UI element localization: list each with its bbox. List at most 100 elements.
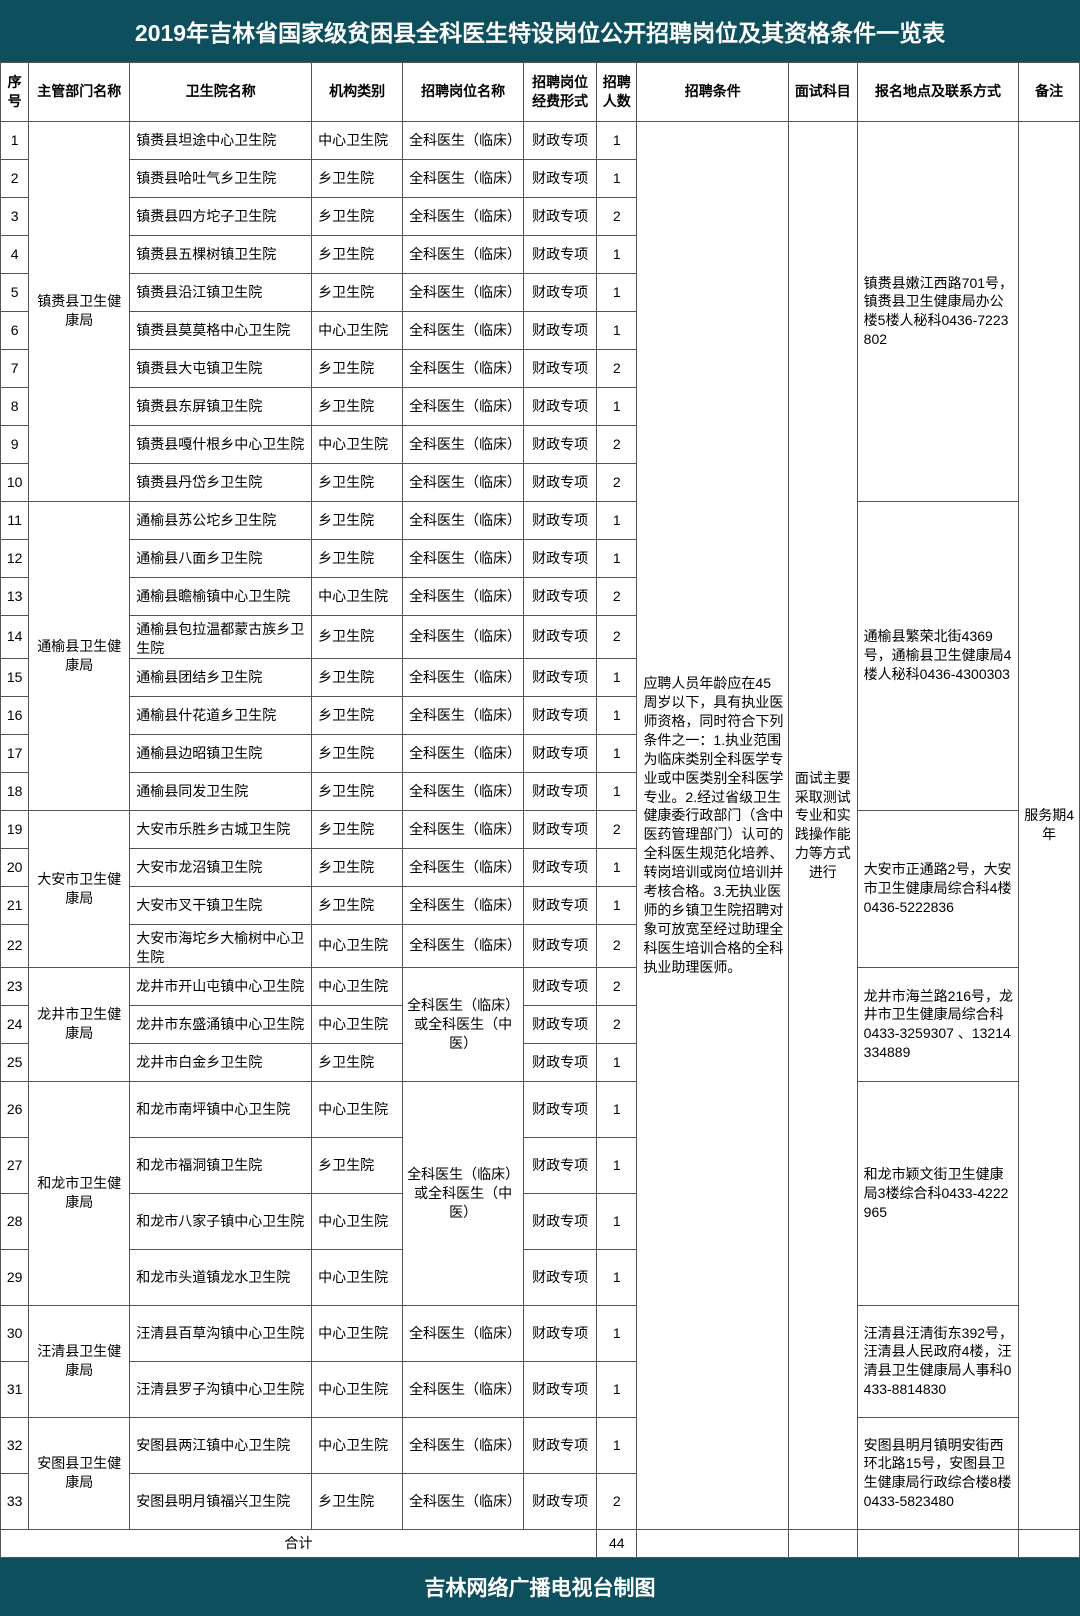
cell-condition: 应聘人员年龄应在45周岁以下，具有执业医师资格，同时符合下列条件之一：1.执业范…: [637, 121, 789, 1529]
cell-position: 全科医生（临床）: [403, 121, 524, 159]
cell-seq: 7: [1, 349, 29, 387]
cell-type: 乡卫生院: [312, 463, 403, 501]
cell-seq: 20: [1, 848, 29, 886]
cell-funding: 财政专项: [524, 349, 597, 387]
cell-seq: 28: [1, 1193, 29, 1249]
cell-hospital: 大安市叉干镇卫生院: [130, 886, 312, 924]
cell-funding: 财政专项: [524, 425, 597, 463]
cell-funding: 财政专项: [524, 1249, 597, 1305]
cell-hospital: 通榆县什花道乡卫生院: [130, 696, 312, 734]
cell-funding: 财政专项: [524, 1043, 597, 1081]
cell-hospital: 镇赉县哈吐气乡卫生院: [130, 159, 312, 197]
table-row: 32安图县卫生健康局安图县两江镇中心卫生院中心卫生院全科医生（临床）财政专项1安…: [1, 1417, 1080, 1473]
cell-position: 全科医生（临床）: [403, 197, 524, 235]
cell-position: 全科医生（临床）或全科医生（中医）: [403, 967, 524, 1081]
cell-num: 2: [597, 1473, 637, 1529]
cell-seq: 25: [1, 1043, 29, 1081]
table-row: 26和龙市卫生健康局和龙市南坪镇中心卫生院中心卫生院全科医生（临床）或全科医生（…: [1, 1081, 1080, 1137]
cell-num: 1: [597, 539, 637, 577]
cell-position: 全科医生（临床）: [403, 696, 524, 734]
cell-num: 2: [597, 810, 637, 848]
col-header: 招聘条件: [637, 63, 789, 122]
cell-dept: 龙井市卫生健康局: [29, 967, 130, 1081]
cell-type: 乡卫生院: [312, 734, 403, 772]
cell-position: 全科医生（临床）: [403, 463, 524, 501]
cell-type: 乡卫生院: [312, 886, 403, 924]
cell-hospital: 大安市海坨乡大榆树中心卫生院: [130, 924, 312, 967]
cell-seq: 5: [1, 273, 29, 311]
cell-seq: 27: [1, 1137, 29, 1193]
cell-hospital: 和龙市八家子镇中心卫生院: [130, 1193, 312, 1249]
cell-hospital: 大安市乐胜乡古城卫生院: [130, 810, 312, 848]
page-title: 2019年吉林省国家级贫困县全科医生特设岗位公开招聘岗位及其资格条件一览表: [0, 0, 1080, 62]
cell-position: 全科医生（临床）: [403, 1361, 524, 1417]
cell-num: 1: [597, 1417, 637, 1473]
cell-num: 1: [597, 387, 637, 425]
cell-funding: 财政专项: [524, 121, 597, 159]
table-row: 1镇赉县卫生健康局镇赉县坦途中心卫生院中心卫生院全科医生（临床）财政专项1应聘人…: [1, 121, 1080, 159]
cell-position: 全科医生（临床）: [403, 501, 524, 539]
total-row: 合计44: [1, 1529, 1080, 1557]
cell-hospital: 通榆县边昭镇卫生院: [130, 734, 312, 772]
recruitment-table: 序号主管部门名称卫生院名称机构类别招聘岗位名称招聘岗位经费形式招聘人数招聘条件面…: [0, 62, 1080, 1558]
cell-hospital: 镇赉县东屏镇卫生院: [130, 387, 312, 425]
cell-type: 乡卫生院: [312, 197, 403, 235]
cell-num: 1: [597, 1361, 637, 1417]
cell-funding: 财政专项: [524, 235, 597, 273]
cell-type: 乡卫生院: [312, 848, 403, 886]
cell-hospital: 镇赉县沿江镇卫生院: [130, 273, 312, 311]
cell-seq: 1: [1, 121, 29, 159]
total-empty: [1019, 1529, 1080, 1557]
cell-position: 全科医生（临床）: [403, 235, 524, 273]
cell-funding: 财政专项: [524, 886, 597, 924]
cell-hospital: 镇赉县五棵树镇卫生院: [130, 235, 312, 273]
cell-position: 全科医生（临床）: [403, 615, 524, 658]
cell-type: 中心卫生院: [312, 1081, 403, 1137]
cell-num: 1: [597, 848, 637, 886]
cell-type: 乡卫生院: [312, 810, 403, 848]
cell-funding: 财政专项: [524, 772, 597, 810]
cell-seq: 18: [1, 772, 29, 810]
table-row: 19大安市卫生健康局大安市乐胜乡古城卫生院乡卫生院全科医生（临床）财政专项2大安…: [1, 810, 1080, 848]
cell-type: 乡卫生院: [312, 658, 403, 696]
cell-type: 乡卫生院: [312, 539, 403, 577]
cell-position: 全科医生（临床）: [403, 848, 524, 886]
col-header: 备注: [1019, 63, 1080, 122]
cell-num: 2: [597, 425, 637, 463]
cell-type: 中心卫生院: [312, 1249, 403, 1305]
cell-dept: 汪清县卫生健康局: [29, 1305, 130, 1417]
cell-num: 1: [597, 1137, 637, 1193]
cell-position: 全科医生（临床）: [403, 577, 524, 615]
cell-address: 大安市正通路2号，大安市卫生健康局综合科4楼0436-5222836: [857, 810, 1019, 967]
cell-hospital: 和龙市南坪镇中心卫生院: [130, 1081, 312, 1137]
cell-num: 1: [597, 1081, 637, 1137]
cell-funding: 财政专项: [524, 1137, 597, 1193]
total-empty: [637, 1529, 789, 1557]
cell-seq: 14: [1, 615, 29, 658]
page-footer: 吉林网络广播电视台制图: [0, 1558, 1080, 1616]
cell-hospital: 安图县明月镇福兴卫生院: [130, 1473, 312, 1529]
cell-funding: 财政专项: [524, 924, 597, 967]
cell-hospital: 镇赉县坦途中心卫生院: [130, 121, 312, 159]
cell-hospital: 镇赉县嘎什根乡中心卫生院: [130, 425, 312, 463]
cell-type: 乡卫生院: [312, 349, 403, 387]
cell-dept: 大安市卫生健康局: [29, 810, 130, 967]
cell-seq: 12: [1, 539, 29, 577]
col-header: 招聘人数: [597, 63, 637, 122]
cell-num: 1: [597, 734, 637, 772]
cell-position: 全科医生（临床）: [403, 924, 524, 967]
cell-position: 全科医生（临床）: [403, 1473, 524, 1529]
cell-position: 全科医生（临床）: [403, 349, 524, 387]
cell-hospital: 通榆县同发卫生院: [130, 772, 312, 810]
cell-num: 1: [597, 886, 637, 924]
cell-funding: 财政专项: [524, 1473, 597, 1529]
col-header: 卫生院名称: [130, 63, 312, 122]
cell-seq: 10: [1, 463, 29, 501]
cell-type: 乡卫生院: [312, 501, 403, 539]
cell-hospital: 镇赉县莫莫格中心卫生院: [130, 311, 312, 349]
cell-address: 龙井市海兰路216号，龙井市卫生健康局综合科 0433-3259307 、132…: [857, 967, 1019, 1081]
table-header-row: 序号主管部门名称卫生院名称机构类别招聘岗位名称招聘岗位经费形式招聘人数招聘条件面…: [1, 63, 1080, 122]
cell-num: 1: [597, 121, 637, 159]
cell-funding: 财政专项: [524, 577, 597, 615]
cell-funding: 财政专项: [524, 159, 597, 197]
